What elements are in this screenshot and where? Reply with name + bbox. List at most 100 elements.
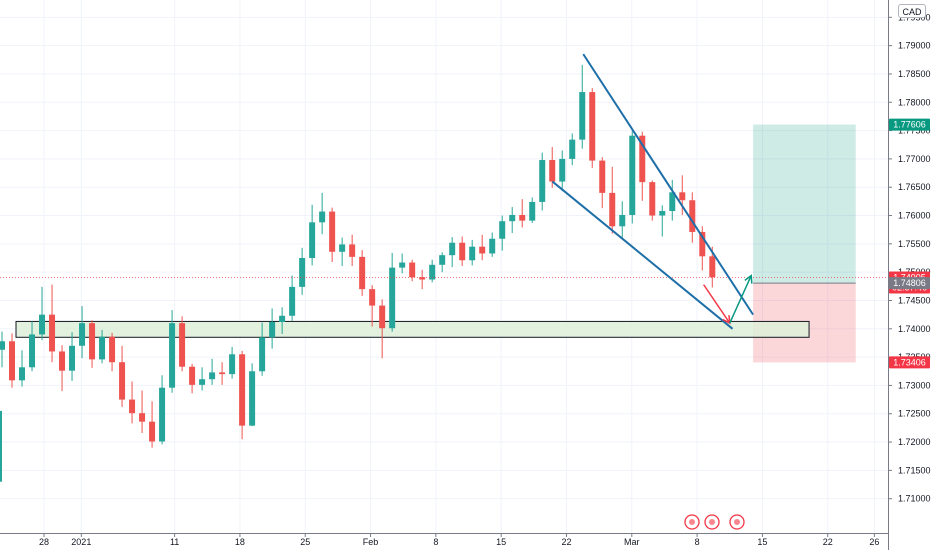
candle-up bbox=[99, 336, 106, 360]
price-tag-box bbox=[889, 356, 930, 369]
event-marker-icon bbox=[684, 514, 700, 530]
price-tick-label: 1.76000 bbox=[898, 211, 931, 221]
price-tick-label: 1.72500 bbox=[898, 409, 931, 419]
candle-down bbox=[639, 135, 646, 183]
wedge-trendline bbox=[582, 53, 754, 316]
candle-down bbox=[179, 323, 186, 367]
candle-up bbox=[0, 341, 6, 350]
candle-down bbox=[679, 192, 686, 201]
candle-down bbox=[129, 399, 136, 414]
trend-drawings[interactable] bbox=[0, 53, 888, 330]
candle-up bbox=[279, 315, 286, 322]
candle-down bbox=[699, 231, 706, 257]
candle-up bbox=[209, 372, 216, 380]
candle-up bbox=[469, 246, 476, 261]
candle-down bbox=[189, 366, 196, 385]
price-tag-label: 1.73406 bbox=[893, 357, 926, 367]
candle-up bbox=[299, 258, 306, 287]
event-marker-dot bbox=[689, 519, 695, 525]
price-tag-box bbox=[889, 118, 930, 131]
projection-up-arrow-head bbox=[744, 274, 753, 284]
candle-down bbox=[329, 211, 336, 252]
price-tick-label: 1.77000 bbox=[898, 154, 931, 164]
price-tick-label: 1.75500 bbox=[898, 239, 931, 249]
candle-up bbox=[489, 238, 496, 254]
candle-down bbox=[239, 354, 246, 426]
time-tick-label: 28 bbox=[39, 537, 49, 547]
candle-up bbox=[559, 158, 566, 182]
time-tick-label: 22 bbox=[823, 537, 833, 547]
candle-up bbox=[199, 379, 206, 385]
candle-up bbox=[539, 160, 546, 202]
candle-up bbox=[449, 242, 456, 256]
event-marker-icon bbox=[704, 514, 720, 530]
candle-down bbox=[109, 336, 116, 363]
candle-up bbox=[629, 135, 636, 215]
candle-up bbox=[429, 264, 436, 280]
candle-down bbox=[219, 372, 226, 375]
candle-up bbox=[39, 314, 46, 335]
time-tick-label: 25 bbox=[300, 537, 310, 547]
candle-up bbox=[159, 387, 166, 442]
price-tag-box bbox=[889, 277, 930, 290]
candle-down bbox=[149, 421, 156, 442]
candle-up bbox=[309, 222, 316, 259]
price-tick-label: 1.79000 bbox=[898, 41, 931, 51]
price-tag-label: 1.74806 bbox=[893, 278, 926, 288]
price-tick-label: 1.78000 bbox=[898, 97, 931, 107]
time-tick-label: 22 bbox=[561, 537, 571, 547]
price-tick-label: 1.74500 bbox=[898, 295, 931, 305]
candle-down bbox=[359, 256, 366, 290]
candle-up bbox=[619, 214, 626, 227]
candle-up bbox=[29, 334, 36, 368]
candle-down bbox=[609, 192, 616, 227]
candle-down bbox=[139, 413, 146, 422]
candle-up bbox=[499, 221, 506, 239]
price-tick-label: 1.71000 bbox=[898, 494, 931, 504]
candle-up bbox=[259, 337, 266, 372]
candle-down bbox=[689, 200, 696, 232]
candle-up bbox=[69, 345, 76, 371]
price-tick-label: 1.78500 bbox=[898, 69, 931, 79]
price-tick-label: 1.73000 bbox=[898, 380, 931, 390]
candle-down bbox=[409, 262, 416, 278]
candle-down bbox=[119, 362, 126, 400]
candle-up bbox=[289, 286, 296, 316]
tradingview-logo bbox=[684, 514, 745, 530]
candle-up bbox=[399, 262, 406, 268]
candle-down bbox=[479, 246, 486, 254]
wedge-trendline bbox=[551, 180, 734, 330]
candle-down bbox=[459, 242, 466, 261]
candle-down bbox=[519, 214, 526, 221]
candle-up bbox=[19, 367, 26, 381]
projection-up-arrow bbox=[729, 275, 752, 324]
candle-down bbox=[9, 341, 16, 381]
time-tick-label: 18 bbox=[235, 537, 245, 547]
candle-up bbox=[389, 267, 396, 329]
candle-up bbox=[659, 211, 666, 216]
price-tick-label: 1.71500 bbox=[898, 465, 931, 475]
candle-down bbox=[379, 305, 386, 329]
candle-down bbox=[49, 314, 56, 352]
price-tick-label: 1.77500 bbox=[898, 126, 931, 136]
price-tick-label: 1.72000 bbox=[898, 437, 931, 447]
support-zone[interactable] bbox=[15, 320, 810, 338]
event-marker-icon bbox=[729, 514, 745, 530]
candle-down bbox=[649, 182, 656, 216]
event-marker-dot bbox=[709, 519, 715, 525]
candle-up bbox=[509, 214, 516, 222]
candle-up bbox=[169, 323, 176, 388]
price-tick-label: 1.74000 bbox=[898, 324, 931, 334]
candle-up bbox=[249, 371, 256, 426]
support-zone-rect bbox=[15, 320, 810, 338]
projection-down-arrow bbox=[703, 284, 731, 324]
candle-up bbox=[669, 192, 676, 212]
currency-badge[interactable]: CAD bbox=[898, 4, 926, 18]
candle-down bbox=[599, 160, 606, 193]
candle-up bbox=[529, 201, 536, 221]
event-marker-dot bbox=[734, 519, 740, 525]
candle-down bbox=[349, 244, 356, 257]
time-tick-label: Mar bbox=[624, 537, 640, 547]
